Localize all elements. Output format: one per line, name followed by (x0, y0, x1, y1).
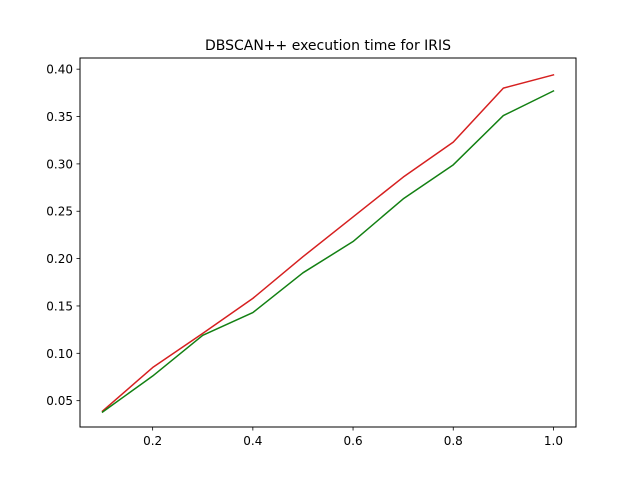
x-tick-label: 0.6 (344, 434, 363, 448)
y-tick-label: 0.20 (46, 252, 73, 266)
chart-title: DBSCAN++ execution time for IRIS (205, 38, 451, 54)
x-tick-label: 0.8 (444, 434, 463, 448)
x-tick-label: 1.0 (544, 434, 563, 448)
series-line-1 (101, 73, 555, 413)
y-tick-label: 0.35 (46, 110, 73, 124)
y-axis: 0.05 0.10 0.15 0.20 0.25 0.30 0.35 0.40 (46, 63, 80, 408)
y-tick-label: 0.40 (46, 63, 73, 77)
y-tick-label: 0.30 (46, 157, 73, 171)
x-tick-label: 0.2 (143, 434, 162, 448)
series-layer (101, 73, 555, 414)
x-axis: 0.2 0.4 0.6 0.8 1.0 (143, 427, 563, 448)
y-tick-label: 0.10 (46, 347, 73, 361)
x-tick-label: 0.4 (243, 434, 262, 448)
series-line-2 (101, 89, 555, 414)
plot-frame (79, 57, 577, 428)
y-tick-label: 0.05 (46, 394, 73, 408)
y-tick-label: 0.15 (46, 299, 73, 313)
y-tick-label: 0.25 (46, 205, 73, 219)
